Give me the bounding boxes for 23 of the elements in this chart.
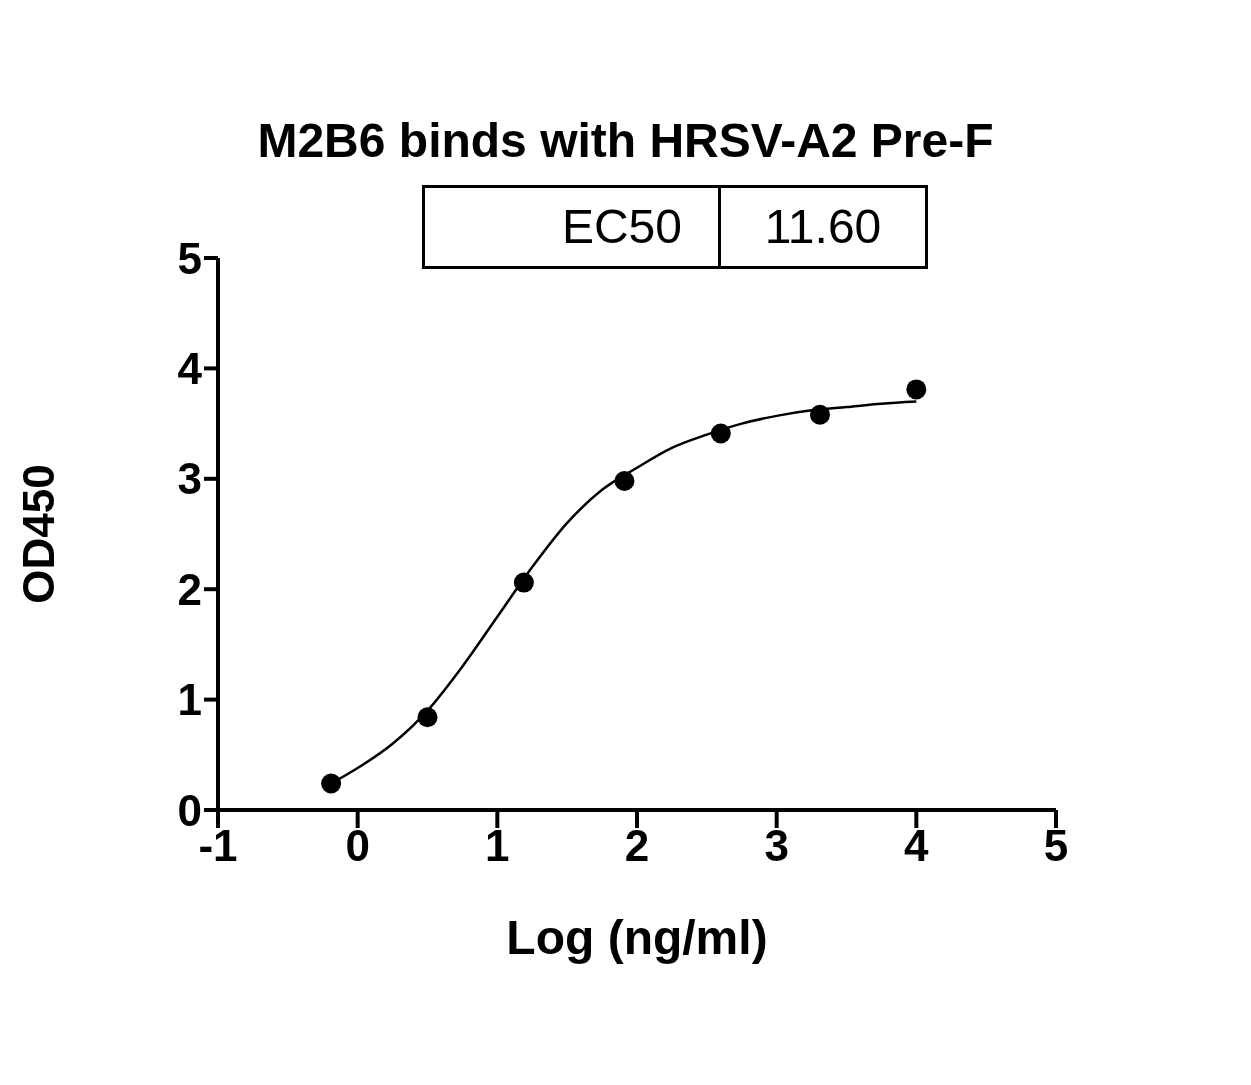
y-tick-label: 5: [177, 233, 202, 283]
y-tick-label: 4: [177, 344, 203, 394]
x-tick-label: 0: [345, 821, 370, 871]
y-tick-label: 1: [177, 675, 202, 725]
point: [321, 773, 342, 794]
x-tick-label: 3: [764, 821, 789, 871]
x-tick-label: 5: [1043, 821, 1069, 871]
y-tick-label: 3: [177, 454, 202, 504]
text: EC50: [425, 188, 721, 266]
x-tick-label: 4: [904, 821, 930, 871]
point: [906, 379, 927, 400]
x-axis-title: Log (ng/ml): [506, 911, 768, 965]
y-axis-title: OD450: [13, 464, 63, 604]
point: [614, 471, 635, 492]
chart-title: M2B6 binds with HRSV-A2 Pre-F: [256, 113, 995, 168]
y-tick-label: 2: [177, 564, 202, 614]
x-tick-label: 2: [624, 821, 650, 871]
point: [710, 423, 731, 444]
text: 11.60: [763, 199, 883, 255]
x-tick-label: 1: [485, 821, 510, 871]
point: [417, 707, 438, 728]
point: [809, 404, 830, 425]
point: [513, 572, 534, 593]
